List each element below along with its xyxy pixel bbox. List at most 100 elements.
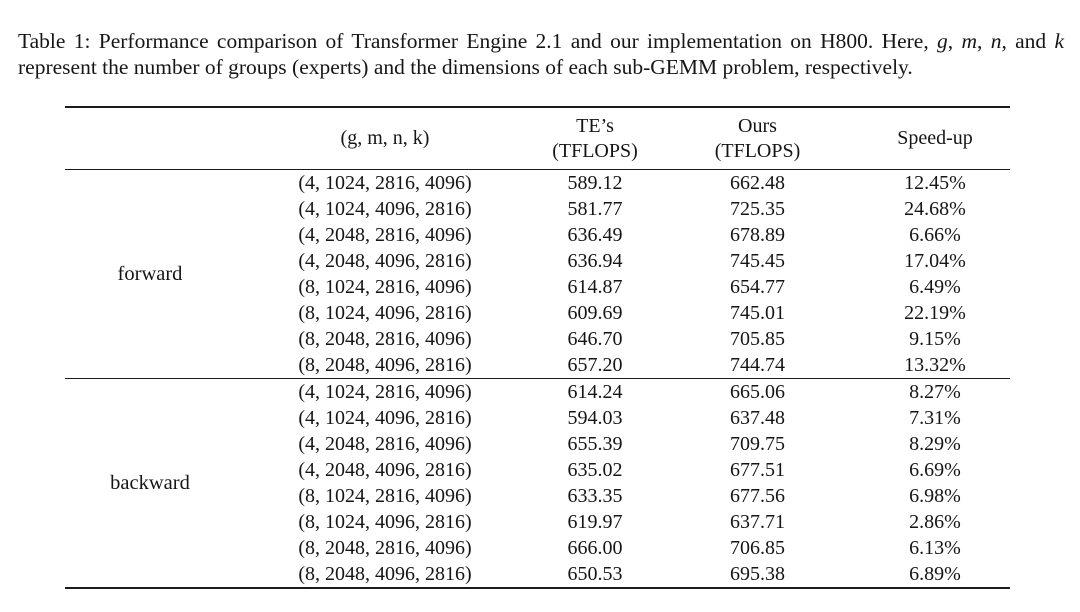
caption-variable-italic: m [961, 28, 977, 53]
problem-size-cell: (8, 2048, 4096, 2816) [298, 354, 472, 376]
te-tflops-cell: 635.02 [567, 459, 623, 481]
problem-size-cell: (4, 2048, 4096, 2816) [298, 459, 472, 481]
table-caption: Table 1: Performance comparison of Trans… [18, 28, 1064, 80]
table-row: (8, 2048, 2816, 4096) 666.00 706.85 6.13% [65, 535, 1010, 561]
te-tflops-cell: 646.70 [567, 328, 623, 350]
col-header-ours-line1: Ours [738, 114, 777, 137]
te-tflops-cell: 594.03 [567, 407, 623, 429]
caption-text-run: , [977, 28, 991, 53]
performance-table: (g, m, n, k) TE’s (TFLOPS) Ours (TFLOPS)… [65, 106, 1010, 589]
te-tflops-cell: 633.35 [567, 485, 623, 507]
col-header-problem-size: (g, m, n, k) [235, 107, 535, 170]
table-row: (8, 2048, 4096, 2816) 650.53 695.38 6.89% [65, 561, 1010, 588]
table-row: (4, 2048, 4096, 2816) 636.94 745.45 17.04% [65, 248, 1010, 274]
table-row: forward (4, 1024, 2816, 4096) 589.12 662.48… [65, 170, 1010, 285]
table-row: (4, 1024, 4096, 2816) 594.03 637.48 7.31% [65, 405, 1010, 431]
problem-size-cell: (4, 1024, 2816, 4096) [298, 172, 472, 194]
speedup-cell: 7.31% [909, 407, 961, 429]
speedup-cell: 9.15% [909, 328, 961, 350]
speedup-cell: 8.29% [909, 433, 961, 455]
ours-tflops-cell: 709.75 [730, 433, 785, 455]
caption-variable-italic: k [1054, 28, 1065, 53]
col-header-te-line2: (TFLOPS) [552, 139, 638, 162]
ours-tflops-cell: 662.48 [730, 172, 785, 194]
table-row: (8, 1024, 2816, 4096) 614.87 654.77 6.49% [65, 274, 1010, 300]
col-header-te-tflops: TE’s (TFLOPS) [535, 107, 655, 170]
ours-tflops-cell: 706.85 [730, 537, 785, 559]
col-header-speedup: Speed-up [860, 107, 1010, 170]
problem-size-cell: (8, 2048, 2816, 4096) [298, 537, 472, 559]
problem-size-cell: (8, 1024, 2816, 4096) [298, 276, 472, 298]
speedup-cell: 8.27% [909, 381, 961, 403]
caption-text-run: , [947, 28, 962, 53]
ours-tflops-cell: 665.06 [730, 381, 785, 403]
te-tflops-cell: 619.97 [567, 511, 623, 533]
te-tflops-cell: 666.00 [567, 537, 623, 559]
te-tflops-cell: 655.39 [567, 433, 623, 455]
ours-tflops-cell: 695.38 [730, 563, 785, 585]
table-row: (4, 2048, 4096, 2816) 635.02 677.51 6.69% [65, 457, 1010, 483]
ours-tflops-cell: 745.45 [730, 250, 785, 272]
table-row: (8, 1024, 4096, 2816) 609.69 745.01 22.19% [65, 300, 1010, 326]
te-tflops-cell: 614.24 [567, 381, 623, 403]
row-group-backward: backward (4, 1024, 2816, 4096) 614.24 665.0… [65, 379, 1010, 589]
speedup-cell: 6.13% [909, 537, 961, 559]
ours-tflops-cell: 705.85 [730, 328, 785, 350]
problem-size-cell: (4, 2048, 2816, 4096) [298, 433, 472, 455]
speedup-cell: 17.04% [904, 250, 966, 272]
te-tflops-cell: 636.94 [567, 250, 623, 272]
caption-text-run: , and [1001, 28, 1055, 53]
col-header-group [65, 107, 235, 170]
caption-variable-italic: n [990, 28, 1002, 53]
problem-size-cell: (4, 2048, 4096, 2816) [298, 250, 472, 272]
caption-text-run: represent the number of groups (experts)… [18, 54, 913, 79]
speedup-cell: 24.68% [904, 198, 966, 220]
ours-tflops-cell: 744.74 [730, 354, 785, 376]
te-tflops-cell: 581.77 [567, 198, 623, 220]
speedup-cell: 12.45% [904, 172, 966, 194]
ours-tflops-cell: 637.48 [730, 407, 785, 429]
table-row: (8, 2048, 2816, 4096) 646.70 705.85 9.15% [65, 326, 1010, 352]
ours-tflops-cell: 678.89 [730, 224, 785, 246]
table-row: (4, 2048, 2816, 4096) 655.39 709.75 8.29% [65, 431, 1010, 457]
table-row: backward (4, 1024, 2816, 4096) 614.24 665.0… [65, 379, 1010, 494]
ours-tflops-cell: 637.71 [730, 511, 785, 533]
row-group-label-forward: forward [117, 263, 183, 285]
problem-size-cell: (4, 2048, 2816, 4096) [298, 224, 472, 246]
problem-size-cell: (8, 2048, 4096, 2816) [298, 563, 472, 585]
ours-tflops-cell: 725.35 [730, 198, 785, 220]
col-header-te-line1: TE’s [576, 114, 614, 137]
speedup-cell: 6.69% [909, 459, 961, 481]
speedup-cell: 22.19% [904, 302, 966, 324]
problem-size-cell: (4, 1024, 2816, 4096) [298, 381, 472, 403]
table-header: (g, m, n, k) TE’s (TFLOPS) Ours (TFLOPS)… [65, 107, 1010, 170]
problem-size-cell: (4, 1024, 4096, 2816) [298, 407, 472, 429]
row-group-label-backward: backward [110, 472, 190, 494]
speedup-cell: 6.89% [909, 563, 961, 585]
te-tflops-cell: 614.87 [567, 276, 623, 298]
header-row: (g, m, n, k) TE’s (TFLOPS) Ours (TFLOPS)… [65, 107, 1010, 170]
col-header-ours-tflops: Ours (TFLOPS) [655, 107, 860, 170]
table-row: (8, 1024, 2816, 4096) 633.35 677.56 6.98% [65, 483, 1010, 509]
speedup-cell: 2.86% [909, 511, 961, 533]
te-tflops-cell: 589.12 [567, 172, 623, 194]
te-tflops-cell: 636.49 [567, 224, 623, 246]
problem-size-cell: (8, 1024, 2816, 4096) [298, 485, 472, 507]
caption-text-run: Table 1: Performance comparison of Trans… [18, 28, 938, 53]
caption-variable-italic: g [937, 28, 948, 53]
te-tflops-cell: 657.20 [567, 354, 623, 376]
ours-tflops-cell: 677.56 [730, 485, 785, 507]
speedup-cell: 6.66% [909, 224, 961, 246]
speedup-cell: 6.49% [909, 276, 961, 298]
table-row: (4, 2048, 2816, 4096) 636.49 678.89 6.66% [65, 222, 1010, 248]
problem-size-cell: (8, 1024, 4096, 2816) [298, 302, 472, 324]
problem-size-cell: (8, 1024, 4096, 2816) [298, 511, 472, 533]
ours-tflops-cell: 677.51 [730, 459, 785, 481]
ours-tflops-cell: 654.77 [730, 276, 785, 298]
table-row: (4, 1024, 4096, 2816) 581.77 725.35 24.68% [65, 196, 1010, 222]
problem-size-cell: (8, 2048, 2816, 4096) [298, 328, 472, 350]
te-tflops-cell: 609.69 [567, 302, 623, 324]
table-row: (8, 2048, 4096, 2816) 657.20 744.74 13.32% [65, 352, 1010, 379]
speedup-cell: 13.32% [904, 354, 966, 376]
